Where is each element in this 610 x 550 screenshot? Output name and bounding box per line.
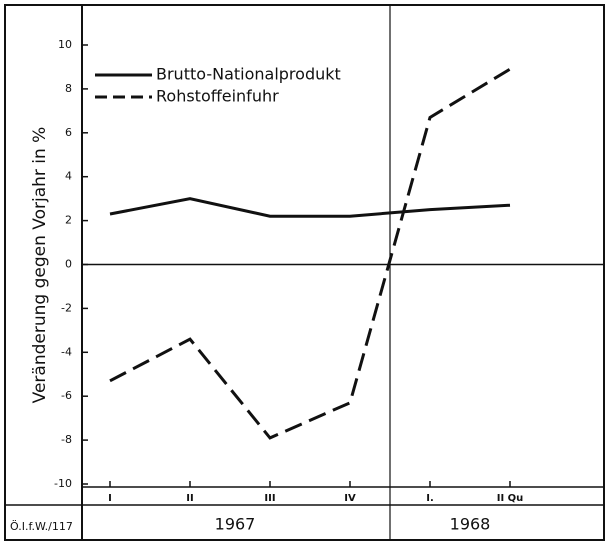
y-tick-label: -10	[54, 477, 72, 490]
y-tick-label: 2	[65, 214, 72, 227]
y-tick-label: 0	[65, 258, 72, 271]
x-tick-label: IV	[344, 493, 356, 504]
y-tick-label: -2	[61, 301, 72, 314]
data-line	[109, 67, 511, 440]
x-tick-label: I.	[426, 493, 434, 504]
x-tick-label: III	[264, 493, 275, 504]
frame	[4, 4, 605, 541]
source-note: Ö.I.f.W./117	[10, 520, 73, 533]
year-label: 1968	[450, 515, 491, 534]
y-tick-label: 4	[65, 170, 72, 183]
year-label: 1967	[215, 515, 256, 534]
y-tick-label: -4	[61, 345, 72, 358]
legend-label: Brutto-Nationalprodukt	[156, 65, 341, 84]
y-tick-label: -6	[61, 389, 72, 402]
x-tick-label: I	[108, 493, 112, 504]
legend-label: Rohstoffeinfuhr	[156, 87, 279, 106]
y-axis-label: Veränderung gegen Vorjahr in %	[30, 127, 50, 404]
y-tick-label: 6	[65, 126, 72, 139]
y-tick-label: 10	[58, 38, 72, 51]
x-tick-label: II Qu	[497, 493, 524, 504]
y-tick-label: 8	[65, 82, 72, 95]
y-tick-label: -8	[61, 433, 72, 446]
data-line	[109, 197, 511, 218]
x-tick-label: II	[186, 493, 193, 504]
